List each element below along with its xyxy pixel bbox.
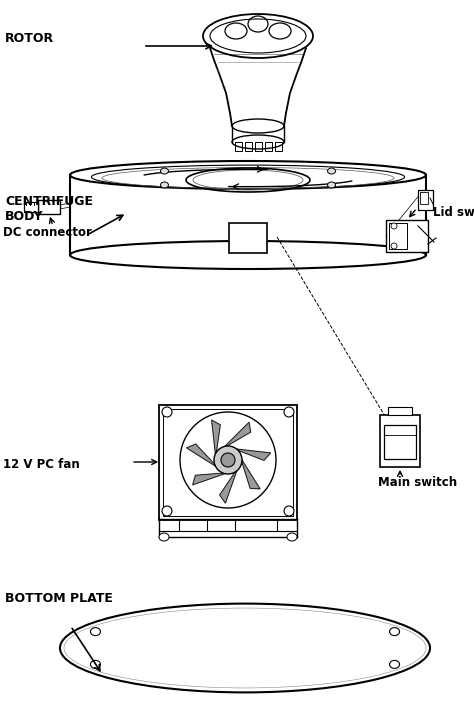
- Ellipse shape: [214, 446, 242, 474]
- Bar: [24, 202, 38, 212]
- Ellipse shape: [70, 161, 426, 189]
- Bar: [265, 142, 272, 151]
- Ellipse shape: [161, 182, 168, 188]
- Bar: [38, 200, 60, 214]
- Ellipse shape: [91, 628, 100, 636]
- Ellipse shape: [284, 506, 294, 516]
- Ellipse shape: [284, 407, 294, 417]
- Ellipse shape: [390, 660, 400, 668]
- Bar: [418, 190, 433, 210]
- Text: ROTOR: ROTOR: [5, 31, 54, 44]
- Ellipse shape: [60, 604, 430, 692]
- Ellipse shape: [91, 660, 100, 668]
- Text: BOTTOM PLATE: BOTTOM PLATE: [5, 591, 113, 604]
- Text: CENTRIFUGE
BODY: CENTRIFUGE BODY: [5, 195, 93, 223]
- Polygon shape: [187, 444, 215, 466]
- Ellipse shape: [391, 223, 397, 229]
- Polygon shape: [211, 420, 220, 454]
- Text: Main switch: Main switch: [378, 477, 457, 489]
- Bar: [388, 407, 412, 415]
- Bar: [389, 223, 407, 249]
- Ellipse shape: [390, 628, 400, 636]
- Bar: [229, 223, 267, 253]
- Polygon shape: [219, 471, 237, 503]
- Bar: [163, 409, 293, 516]
- Polygon shape: [237, 449, 271, 460]
- Ellipse shape: [328, 182, 336, 188]
- Polygon shape: [192, 473, 225, 485]
- Ellipse shape: [159, 533, 169, 541]
- Ellipse shape: [70, 241, 426, 269]
- Polygon shape: [242, 460, 260, 489]
- Bar: [380, 415, 420, 467]
- Text: DC connector: DC connector: [3, 226, 92, 239]
- Ellipse shape: [221, 453, 235, 467]
- Ellipse shape: [161, 168, 168, 174]
- Ellipse shape: [162, 506, 172, 516]
- Bar: [386, 220, 428, 252]
- Text: 12 V PC fan: 12 V PC fan: [3, 457, 80, 470]
- Bar: [275, 142, 282, 151]
- Polygon shape: [225, 422, 251, 446]
- Bar: [245, 142, 252, 151]
- Ellipse shape: [162, 407, 172, 417]
- Bar: [159, 405, 297, 520]
- Ellipse shape: [328, 168, 336, 174]
- Bar: [384, 425, 416, 459]
- Ellipse shape: [287, 533, 297, 541]
- Text: Lid switch: Lid switch: [433, 205, 474, 218]
- Ellipse shape: [391, 243, 397, 249]
- Bar: [235, 142, 242, 151]
- Bar: [420, 192, 428, 204]
- Ellipse shape: [180, 412, 276, 508]
- Bar: [255, 142, 262, 151]
